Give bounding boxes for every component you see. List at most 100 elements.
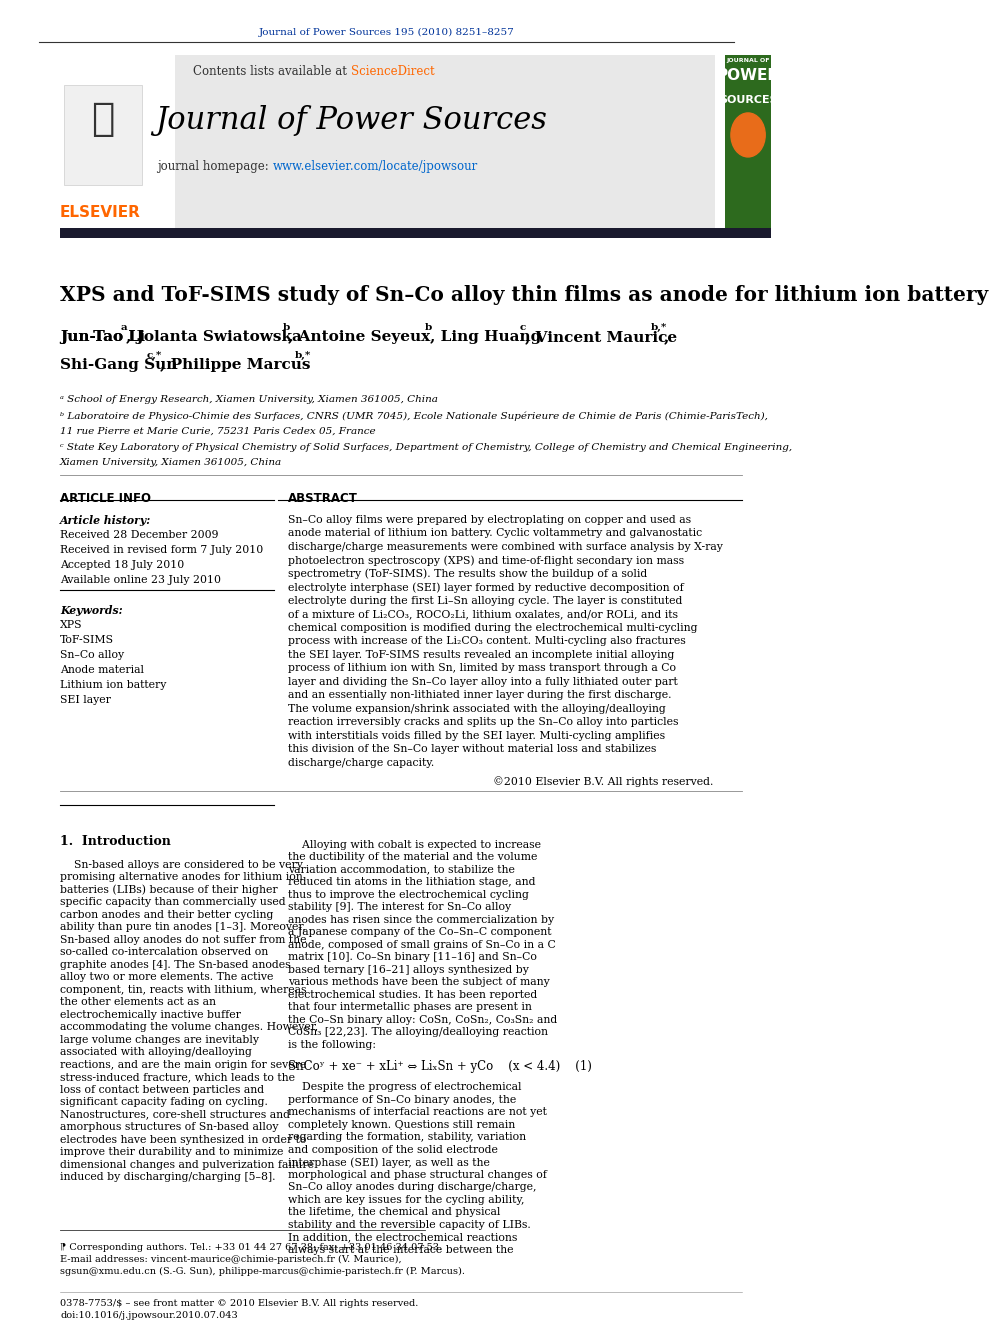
Text: Shi-Gang Sun: Shi-Gang Sun: [60, 357, 178, 372]
Text: and composition of the solid electrode: and composition of the solid electrode: [289, 1144, 498, 1155]
Text: process of lithium ion with Sn, limited by mass transport through a Co: process of lithium ion with Sn, limited …: [289, 663, 677, 673]
Text: ARTICLE INFO: ARTICLE INFO: [60, 492, 151, 505]
Text: b: b: [283, 323, 290, 332]
Text: SEI layer: SEI layer: [60, 695, 111, 705]
Text: Nanostructures, core-shell structures and: Nanostructures, core-shell structures an…: [60, 1110, 290, 1119]
Text: so-called co-intercalation observed on: so-called co-intercalation observed on: [60, 947, 268, 957]
Text: discharge/charge capacity.: discharge/charge capacity.: [289, 758, 434, 767]
Text: Lithium ion battery: Lithium ion battery: [60, 680, 167, 689]
Text: process with increase of the Li₂CO₃ content. Multi-cycling also fractures: process with increase of the Li₂CO₃ cont…: [289, 636, 686, 646]
Text: Jun-Tao Li: Jun-Tao Li: [60, 329, 145, 344]
Text: E-mail addresses: vincent-maurice@chimie-paristech.fr (V. Maurice),: E-mail addresses: vincent-maurice@chimie…: [60, 1254, 402, 1263]
Text: In addition, the electrochemical reactions: In addition, the electrochemical reactio…: [289, 1232, 518, 1242]
Text: amorphous structures of Sn-based alloy: amorphous structures of Sn-based alloy: [60, 1122, 279, 1132]
Text: ABSTRACT: ABSTRACT: [289, 492, 358, 505]
Text: , Vincent Maurice: , Vincent Maurice: [525, 329, 678, 344]
Text: a: a: [121, 323, 127, 332]
Text: batteries (LIBs) because of their higher: batteries (LIBs) because of their higher: [60, 885, 278, 896]
Text: Anode material: Anode material: [60, 664, 144, 675]
Text: doi:10.1016/j.jpowsour.2010.07.043: doi:10.1016/j.jpowsour.2010.07.043: [60, 1311, 238, 1320]
Text: electrolyte during the first Li–Sn alloying cycle. The layer is constituted: electrolyte during the first Li–Sn alloy…: [289, 595, 682, 606]
Text: improve their durability and to minimize: improve their durability and to minimize: [60, 1147, 284, 1158]
Text: JOURNAL OF: JOURNAL OF: [726, 58, 770, 64]
Text: Sn-based alloys are considered to be very: Sn-based alloys are considered to be ver…: [60, 860, 303, 869]
Text: The volume expansion/shrink associated with the alloying/dealloying: The volume expansion/shrink associated w…: [289, 704, 666, 713]
Text: of a mixture of Li₂CO₃, ROCO₂Li, lithium oxalates, and/or ROLi, and its: of a mixture of Li₂CO₃, ROCO₂Li, lithium…: [289, 610, 679, 619]
Text: b,*: b,*: [651, 323, 667, 332]
Text: 11 rue Pierre et Marie Curie, 75231 Paris Cedex 05, France: 11 rue Pierre et Marie Curie, 75231 Pari…: [60, 427, 376, 435]
Text: regarding the formation, stability, variation: regarding the formation, stability, vari…: [289, 1132, 527, 1142]
Text: journal homepage:: journal homepage:: [157, 160, 273, 173]
Text: with interstitials voids filled by the SEI layer. Multi-cycling amplifies: with interstitials voids filled by the S…: [289, 730, 666, 741]
Text: component, tin, reacts with lithium, whereas: component, tin, reacts with lithium, whe…: [60, 984, 307, 995]
Text: induced by discharging/charging [5–8].: induced by discharging/charging [5–8].: [60, 1172, 276, 1181]
Text: associated with alloying/dealloying: associated with alloying/dealloying: [60, 1046, 252, 1057]
Text: Journal of Power Sources: Journal of Power Sources: [155, 105, 547, 136]
Text: completely known. Questions still remain: completely known. Questions still remain: [289, 1119, 516, 1130]
FancyBboxPatch shape: [60, 56, 714, 230]
Text: ©2010 Elsevier B.V. All rights reserved.: ©2010 Elsevier B.V. All rights reserved.: [493, 777, 713, 787]
Text: Article history:: Article history:: [60, 515, 151, 525]
Text: carbon anodes and their better cycling: carbon anodes and their better cycling: [60, 910, 274, 919]
Text: stress-induced fracture, which leads to the: stress-induced fracture, which leads to …: [60, 1072, 295, 1082]
Text: ability than pure tin anodes [1–3]. Moreover,: ability than pure tin anodes [1–3]. More…: [60, 922, 306, 933]
Text: Received 28 December 2009: Received 28 December 2009: [60, 529, 218, 540]
Text: spectrometry (ToF-SIMS). The results show the buildup of a solid: spectrometry (ToF-SIMS). The results sho…: [289, 569, 648, 579]
Text: reactions, and are the main origin for severe: reactions, and are the main origin for s…: [60, 1060, 307, 1069]
Text: this division of the Sn–Co layer without material loss and stabilizes: this division of the Sn–Co layer without…: [289, 745, 657, 754]
Text: anode, composed of small grains of Sn–Co in a C: anode, composed of small grains of Sn–Co…: [289, 939, 557, 950]
Text: loss of contact between particles and: loss of contact between particles and: [60, 1085, 264, 1094]
Text: based ternary [16–21] alloys synthesized by: based ternary [16–21] alloys synthesized…: [289, 964, 529, 975]
Text: ⁋ Corresponding authors. Tel.: +33 01 44 27 67 38; fax: +33 01 46 34 07 53.: ⁋ Corresponding authors. Tel.: +33 01 44…: [60, 1242, 442, 1252]
Text: b: b: [425, 323, 432, 332]
Text: electrodes have been synthesized in order to: electrodes have been synthesized in orde…: [60, 1135, 307, 1144]
Text: alloy two or more elements. The active: alloy two or more elements. The active: [60, 972, 274, 982]
Text: Journal of Power Sources 195 (2010) 8251–8257: Journal of Power Sources 195 (2010) 8251…: [259, 28, 515, 37]
Text: 🌳: 🌳: [91, 101, 114, 138]
Text: Sn–Co alloy: Sn–Co alloy: [60, 650, 124, 660]
Text: ᵇ Laboratoire de Physico-Chimie des Surfaces, CNRS (UMR 7045), Ecole Nationale S: ᵇ Laboratoire de Physico-Chimie des Surf…: [60, 411, 768, 421]
Text: www.elsevier.com/locate/jpowsour: www.elsevier.com/locate/jpowsour: [273, 160, 478, 173]
Text: c: c: [520, 323, 526, 332]
Text: c,*: c,*: [147, 351, 162, 360]
Text: , Ling Huang: , Ling Huang: [431, 329, 542, 344]
Text: reaction irreversibly cracks and splits up the Sn–Co alloy into particles: reaction irreversibly cracks and splits …: [289, 717, 679, 728]
FancyBboxPatch shape: [63, 85, 142, 185]
Text: POWER: POWER: [716, 67, 780, 83]
Text: SnCoʸ + xe⁻ + xLi⁺ ⇔ LiₓSn + yCo    (x < 4.4)    (1): SnCoʸ + xe⁻ + xLi⁺ ⇔ LiₓSn + yCo (x < 4.…: [289, 1060, 592, 1073]
Text: layer and dividing the Sn–Co layer alloy into a fully lithiated outer part: layer and dividing the Sn–Co layer alloy…: [289, 677, 679, 687]
Text: ,: ,: [664, 329, 670, 344]
Text: Contents lists available at: Contents lists available at: [193, 65, 350, 78]
Text: sgsun@xmu.edu.cn (S.-G. Sun), philippe-marcus@chimie-paristech.fr (P. Marcus).: sgsun@xmu.edu.cn (S.-G. Sun), philippe-m…: [60, 1266, 465, 1275]
Text: XPS and ToF-SIMS study of Sn–Co alloy thin films as anode for lithium ion batter: XPS and ToF-SIMS study of Sn–Co alloy th…: [60, 284, 988, 304]
Text: Alloying with cobalt is expected to increase: Alloying with cobalt is expected to incr…: [289, 840, 542, 849]
Text: and an essentially non-lithiated inner layer during the first discharge.: and an essentially non-lithiated inner l…: [289, 691, 672, 700]
Text: morphological and phase structural changes of: morphological and phase structural chang…: [289, 1170, 548, 1180]
Text: Sn–Co alloy films were prepared by electroplating on copper and used as: Sn–Co alloy films were prepared by elect…: [289, 515, 691, 525]
Text: Xiamen University, Xiamen 361005, China: Xiamen University, Xiamen 361005, China: [60, 458, 282, 467]
Circle shape: [731, 112, 765, 157]
Text: XPS: XPS: [60, 619, 82, 630]
Text: which are key issues for the cycling ability,: which are key issues for the cycling abi…: [289, 1195, 525, 1204]
Text: ToF-SIMS: ToF-SIMS: [60, 635, 114, 644]
Text: , Antoine Seyeux: , Antoine Seyeux: [289, 329, 431, 344]
Text: discharge/charge measurements were combined with surface analysis by X-ray: discharge/charge measurements were combi…: [289, 542, 723, 552]
Text: the lifetime, the chemical and physical: the lifetime, the chemical and physical: [289, 1207, 501, 1217]
Text: the ductibility of the material and the volume: the ductibility of the material and the …: [289, 852, 538, 863]
Text: , Jolanta Swiatowska: , Jolanta Swiatowska: [126, 329, 303, 344]
Text: promising alternative anodes for lithium ion: promising alternative anodes for lithium…: [60, 872, 303, 882]
Text: Despite the progress of electrochemical: Despite the progress of electrochemical: [289, 1082, 522, 1091]
Text: electrolyte interphase (SEI) layer formed by reductive decomposition of: electrolyte interphase (SEI) layer forme…: [289, 582, 684, 593]
Text: electrochemically inactive buffer: electrochemically inactive buffer: [60, 1009, 241, 1020]
Text: is the following:: is the following:: [289, 1040, 376, 1049]
Text: specific capacity than commercially used: specific capacity than commercially used: [60, 897, 286, 908]
Text: significant capacity fading on cycling.: significant capacity fading on cycling.: [60, 1097, 268, 1107]
FancyBboxPatch shape: [60, 228, 772, 238]
Text: variation accommodation, to stabilize the: variation accommodation, to stabilize th…: [289, 865, 515, 875]
Text: Accepted 18 July 2010: Accepted 18 July 2010: [60, 560, 185, 570]
Text: graphite anodes [4]. The Sn-based anodes: graphite anodes [4]. The Sn-based anodes: [60, 959, 291, 970]
Text: photoelectron spectroscopy (XPS) and time-of-flight secondary ion mass: photoelectron spectroscopy (XPS) and tim…: [289, 556, 684, 566]
Text: , Philippe Marcus: , Philippe Marcus: [160, 357, 310, 372]
Text: anodes has risen since the commercialization by: anodes has risen since the commercializa…: [289, 914, 555, 925]
Text: ᶜ State Key Laboratory of Physical Chemistry of Solid Surfaces, Department of Ch: ᶜ State Key Laboratory of Physical Chemi…: [60, 443, 793, 452]
